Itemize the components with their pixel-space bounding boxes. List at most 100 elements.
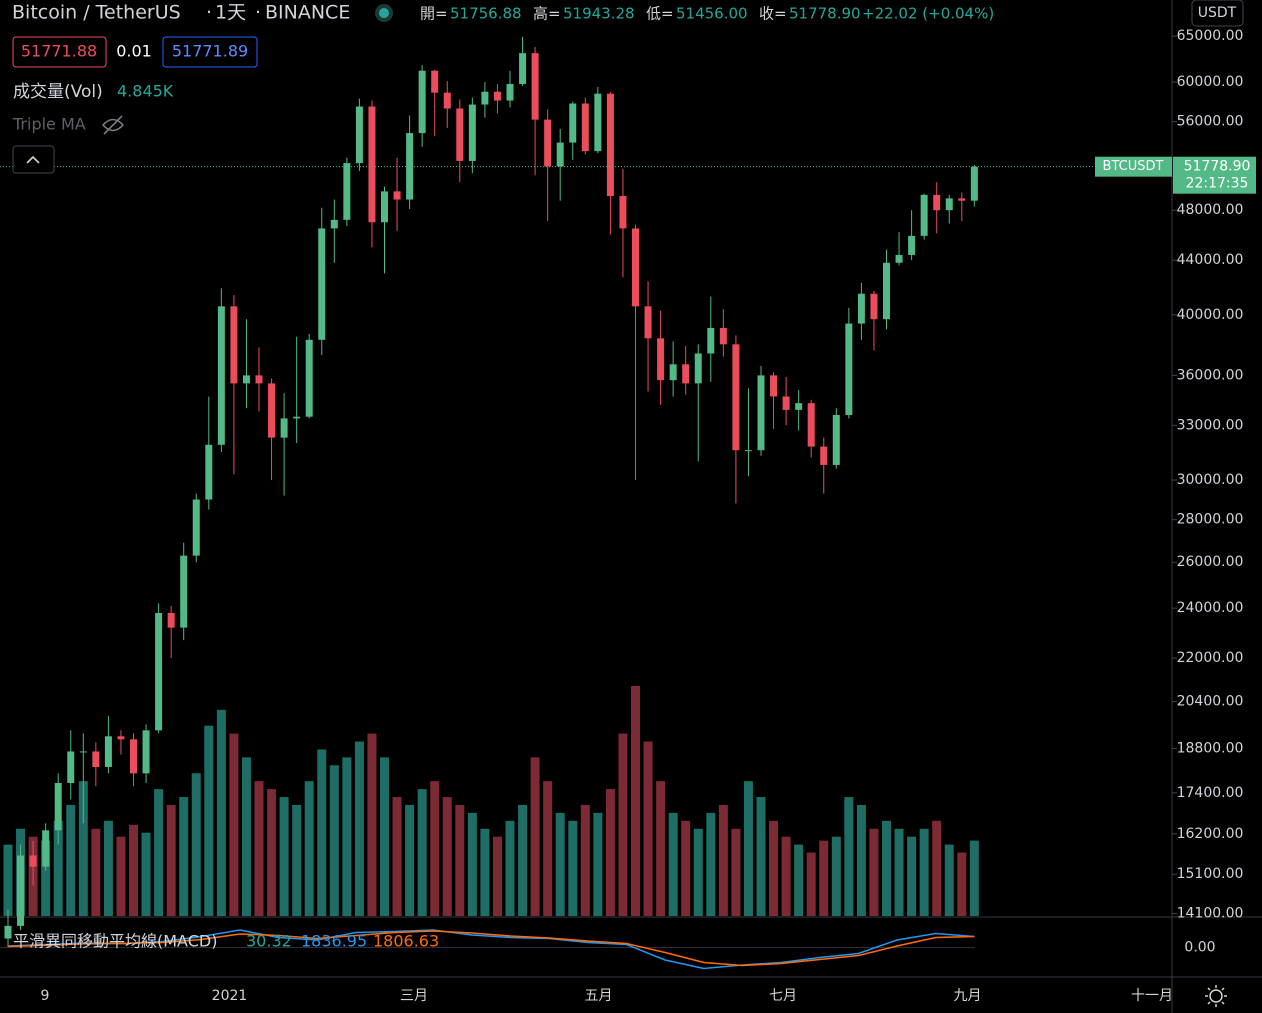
- volume-bar: [354, 741, 364, 916]
- buy-price[interactable]: 51771.89: [172, 42, 248, 61]
- status-dot: [379, 8, 389, 18]
- candle-body: [368, 106, 376, 223]
- volume-bar: [706, 812, 716, 916]
- volume-bar: [605, 789, 615, 916]
- candle-body: [355, 106, 363, 164]
- candle-body: [381, 191, 388, 223]
- ohlc: 開= 51756.88 高= 51943.28 低= 51456.00 收= 51778.90…: [420, 5, 994, 23]
- volume-bar: [668, 812, 678, 916]
- candle-body: [857, 293, 865, 324]
- volume-bar: [129, 824, 138, 916]
- candle-body: [945, 198, 953, 211]
- y-tick-label: 26000.00: [1177, 554, 1244, 570]
- candle-body: [29, 855, 37, 867]
- x-tick-label: 五月: [585, 988, 613, 1004]
- currency[interactable]: USDT: [1198, 5, 1237, 21]
- sell-price[interactable]: 51771.88: [21, 42, 97, 61]
- volume-bar: [91, 828, 101, 916]
- candle-body: [17, 855, 25, 926]
- volume-bar: [932, 820, 942, 916]
- candle-body: [531, 53, 539, 120]
- candle-body: [556, 142, 564, 167]
- candle-body: [406, 133, 414, 200]
- sun-rays[interactable]: [1205, 985, 1227, 1007]
- volume-bar: [329, 765, 339, 916]
- volume-bar: [907, 836, 917, 916]
- price-tag: [1095, 156, 1172, 177]
- volume-bar: [492, 836, 502, 916]
- sun-core[interactable]: [1209, 989, 1223, 1003]
- volume-bar: [480, 828, 490, 916]
- candle-body: [192, 499, 200, 556]
- ohlc-label: 低=: [646, 5, 674, 23]
- candle-body: [958, 198, 966, 201]
- volume-bar: [518, 804, 528, 916]
- volume-bar: [417, 789, 427, 916]
- hide-icon[interactable]: [101, 115, 125, 135]
- volume-bar: [380, 757, 389, 916]
- volume-bar: [204, 725, 214, 916]
- candle-body: [694, 353, 702, 384]
- collapse-icon[interactable]: [26, 155, 40, 164]
- candle-body: [908, 235, 916, 255]
- volume-bar: [103, 820, 113, 916]
- volume-bar: [568, 820, 578, 916]
- candle-body: [330, 219, 338, 229]
- volume-bar: [957, 852, 967, 916]
- separator: ·: [255, 2, 261, 24]
- candle-body: [79, 751, 87, 753]
- sell-button[interactable]: [12, 36, 107, 68]
- ohlc-label: 收=: [759, 5, 787, 23]
- candle-body: [142, 730, 150, 774]
- candle-body: [581, 103, 589, 152]
- volume-bar: [467, 812, 477, 916]
- volume-bar: [894, 828, 904, 916]
- ohlc-label: 開=: [420, 5, 448, 23]
- volume-bar: [882, 820, 891, 916]
- collapse-button[interactable]: [12, 145, 55, 174]
- candle-body: [42, 830, 50, 867]
- candle-body: [606, 93, 614, 197]
- volume-bar: [643, 741, 653, 916]
- plot: 65000.00 60000.00 56000.00 48000.00 44000.00…: [0, 28, 1256, 1004]
- volume-bar: [141, 832, 151, 916]
- volume-value: 4.845K: [117, 82, 174, 101]
- candle-body: [669, 364, 677, 381]
- ohlc-value: 51778.90: [789, 5, 861, 23]
- currency-button[interactable]: [1191, 0, 1244, 27]
- candle-body: [519, 53, 527, 84]
- volume-bar: [304, 781, 314, 916]
- volume-bar: [430, 781, 440, 916]
- candle-body: [418, 70, 426, 134]
- macd-legend: 平滑異同移動平均線(MACD) 30.32 1836.95 1806.63: [13, 932, 439, 951]
- buy-button[interactable]: [162, 36, 258, 68]
- interval: 1天: [215, 2, 246, 24]
- candle-body: [431, 70, 439, 93]
- candle-body: [468, 104, 476, 161]
- eye-slash[interactable]: [103, 115, 123, 135]
- separator: ·: [206, 2, 212, 24]
- volume-bar: [731, 828, 741, 916]
- symbol: Bitcoin / TetherUS: [12, 2, 181, 24]
- x-tick-label: 9: [41, 988, 50, 1004]
- volume-bar: [743, 781, 753, 916]
- volume-bar: [718, 804, 728, 916]
- signal-value: 1806.63: [373, 932, 439, 951]
- exchange: BINANCE: [265, 2, 350, 24]
- candle-body: [657, 338, 665, 381]
- candle-body: [167, 612, 175, 628]
- x-tick-label: 九月: [954, 988, 982, 1004]
- volume-bar: [392, 797, 402, 916]
- candle-body: [807, 403, 815, 447]
- candle-body: [895, 254, 903, 263]
- volume-bar: [229, 733, 239, 916]
- volume-bar: [367, 733, 377, 916]
- candle-body: [130, 739, 137, 774]
- volume-bar: [154, 789, 164, 916]
- candle-body: [230, 306, 238, 384]
- volume-bar: [580, 804, 590, 916]
- candle-body: [933, 194, 941, 211]
- y-tick-label: 24000.00: [1177, 600, 1244, 616]
- settings-icon[interactable]: [1205, 985, 1227, 1007]
